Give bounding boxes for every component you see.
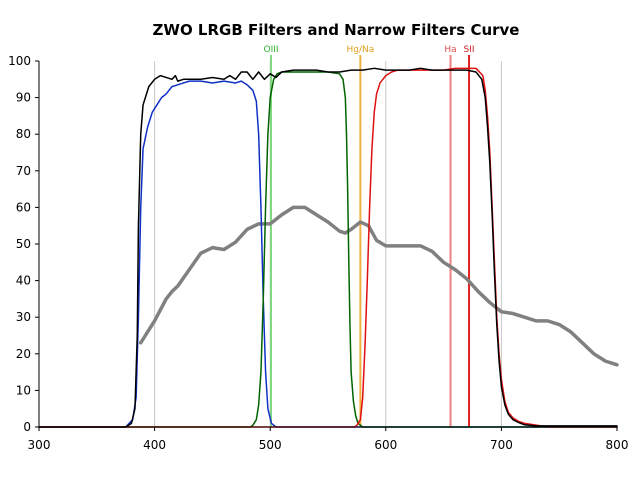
reference-line-label-oiii: OIII bbox=[263, 45, 278, 55]
reference-lines-layer: OIII Hg/Na Ha SII bbox=[263, 45, 475, 427]
x-tick-label: 300 bbox=[28, 438, 51, 452]
x-tick-label: 600 bbox=[374, 438, 397, 452]
series-line-gray bbox=[138, 205, 619, 367]
series-line-green bbox=[38, 71, 618, 428]
series-line-black bbox=[38, 67, 618, 428]
series-line-red bbox=[38, 67, 618, 428]
y-tick-label: 90 bbox=[16, 91, 31, 105]
y-tick-label: 30 bbox=[16, 310, 31, 324]
x-tick-label: 500 bbox=[259, 438, 282, 452]
x-tick-label: 700 bbox=[490, 438, 513, 452]
y-tick-label: 20 bbox=[16, 347, 31, 361]
y-tick-label: 50 bbox=[16, 237, 31, 251]
series-line-blue bbox=[38, 80, 618, 428]
series-layer bbox=[38, 67, 619, 428]
y-tick-label: 100 bbox=[8, 54, 31, 68]
y-tick-label: 40 bbox=[16, 274, 31, 288]
reference-line-label-ha: Ha bbox=[444, 45, 456, 55]
x-tick-label: 400 bbox=[143, 438, 166, 452]
chart-title: ZWO LRGB Filters and Narrow Filters Curv… bbox=[153, 21, 520, 39]
reference-line-label-hgna: Hg/Na bbox=[346, 45, 374, 55]
y-tick-label: 0 bbox=[23, 420, 31, 434]
reference-line-label-sii: SII bbox=[464, 45, 475, 55]
axis-layer: 0 10 20 30 40 50 60 70 80 90 100 300 400 500 600 700 800 bbox=[8, 54, 628, 452]
y-tick-label: 70 bbox=[16, 164, 31, 178]
x-tick-label: 800 bbox=[606, 438, 629, 452]
y-tick-label: 60 bbox=[16, 200, 31, 214]
y-tick-label: 80 bbox=[16, 127, 31, 141]
y-tick-label: 10 bbox=[16, 383, 31, 397]
